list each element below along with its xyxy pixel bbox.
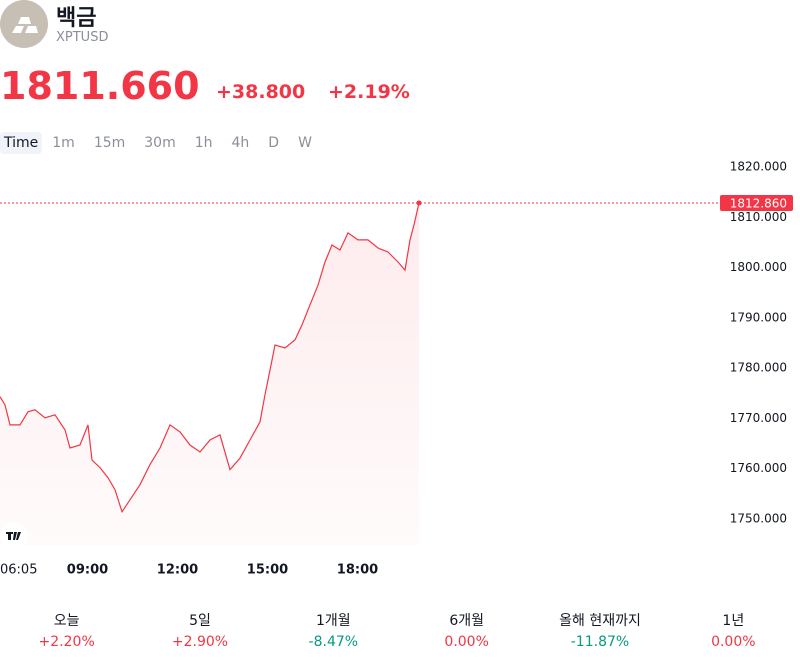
x-tick-label: 06:05 — [0, 563, 37, 578]
current-price-label: 1812.860 — [730, 196, 787, 210]
change-pct: +2.19% — [328, 81, 410, 103]
period[interactable]: 1년 0.00% — [667, 610, 800, 650]
timeframe-button[interactable]: Time — [0, 132, 43, 154]
y-tick-label: 1770.000 — [730, 411, 787, 425]
period-value: -8.47% — [308, 634, 359, 650]
last-point — [416, 200, 422, 206]
period-label: 오늘 — [53, 613, 80, 629]
period[interactable]: 5일 +2.90% — [133, 610, 266, 650]
x-tick-label: 15:00 — [247, 563, 288, 578]
y-tick-label: 1780.000 — [730, 361, 787, 375]
period-label: 올해 현재까지 — [559, 613, 641, 629]
y-tick-label: 1820.000 — [730, 160, 787, 174]
period-label: 5일 — [189, 613, 211, 629]
area — [0, 202, 419, 545]
x-tick-label: 12:00 — [157, 563, 198, 578]
y-tick-label: 1810.000 — [730, 210, 787, 224]
tv-logo — [0, 522, 28, 550]
timeframe-button[interactable]: 1h — [194, 135, 213, 151]
period-value: -11.87% — [570, 634, 630, 650]
period-value: +2.90% — [171, 634, 229, 650]
current-price-tag — [720, 194, 793, 211]
period-value: 0.00% — [444, 634, 489, 650]
period-label: 1년 — [722, 613, 745, 629]
x-tick-label: 18:00 — [337, 563, 378, 578]
icon — [0, 0, 48, 48]
y-tick-label: 1750.000 — [730, 511, 787, 525]
timeframe-button[interactable]: D — [268, 135, 280, 151]
timeframes: Time 1m 15m 30m 1h 4h D W — [0, 132, 322, 154]
timeframe-button[interactable]: 1m — [52, 135, 75, 151]
asset-symbol: XPTUSD — [56, 30, 109, 45]
period-value: +2.20% — [38, 634, 95, 650]
timeframe-button[interactable]: 30m — [144, 135, 176, 151]
period[interactable]: 1개월 -8.47% — [267, 610, 400, 650]
y-tick-label: 1800.000 — [730, 260, 787, 274]
period[interactable]: 6개월 0.00% — [400, 610, 533, 650]
price-line — [0, 202, 420, 514]
period-label: 6개월 — [449, 613, 484, 629]
y-tick-label: 1790.000 — [730, 310, 787, 324]
change: +38.800 — [216, 81, 306, 103]
periods: 오늘 +2.20% 5일 +2.90% 1개월 -8.47% 6개월 0.00% 올해 현재까지… — [0, 610, 800, 650]
timeframe-button[interactable]: W — [298, 135, 312, 151]
timeframe-button[interactable]: 4h — [231, 135, 250, 151]
asset-name: 백금 — [56, 6, 97, 31]
period[interactable]: 오늘 +2.20% — [0, 610, 133, 650]
period-label: 1개월 — [315, 613, 351, 629]
period[interactable]: 올해 현재까지 -11.87% — [533, 610, 666, 650]
timeframe-button[interactable]: 15m — [93, 135, 126, 151]
chart: 1750.000 1760.000 1770.000 1780.000 1790.000… — [0, 160, 793, 578]
x-tick-label: 09:00 — [67, 563, 108, 578]
period-value: 0.00% — [711, 634, 756, 650]
price: 1811.660 — [0, 64, 200, 108]
y-tick-label: 1760.000 — [730, 461, 787, 475]
